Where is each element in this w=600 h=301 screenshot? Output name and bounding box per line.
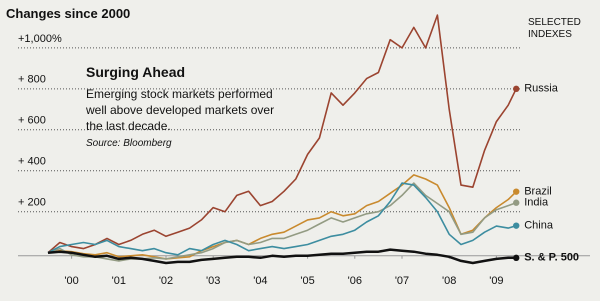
legend-title: SELECTED INDEXES xyxy=(528,17,581,40)
series-line xyxy=(47,248,517,265)
series-line xyxy=(47,14,517,254)
series-line xyxy=(47,174,517,260)
y-tick-label: + 600 xyxy=(18,115,46,127)
series-label: China xyxy=(524,220,554,232)
x-tick-label: '02 xyxy=(159,275,173,287)
source: Source: Bloomberg xyxy=(86,138,172,149)
end-dot xyxy=(513,85,520,93)
chart-title: Changes since 2000 xyxy=(6,6,131,21)
series-line xyxy=(47,182,517,262)
series-line xyxy=(47,182,517,256)
series-label: India xyxy=(524,197,549,209)
x-tick-label: '05 xyxy=(300,275,314,287)
series-label: Russia xyxy=(524,83,559,95)
y-tick-label: + 400 xyxy=(18,156,46,168)
x-tick-label: '04 xyxy=(253,275,267,287)
y-tick-label: +1,000% xyxy=(18,33,62,45)
end-dot xyxy=(513,188,520,195)
x-tick-label: '03 xyxy=(206,275,220,287)
x-tick-label: '06 xyxy=(348,275,362,287)
x-tick-label: '01 xyxy=(112,275,126,287)
x-tick-label: '08 xyxy=(442,275,456,287)
annotation-text: Emerging stock markets performed well ab… xyxy=(86,87,275,133)
end-dot xyxy=(513,254,520,262)
x-tick-label: '00 xyxy=(64,275,78,287)
y-tick-label: + 800 xyxy=(18,74,46,86)
x-tick-label: '09 xyxy=(489,275,503,287)
end-dot xyxy=(513,222,520,229)
y-tick-label: + 200 xyxy=(18,197,46,209)
annotation-title: Surging Ahead xyxy=(86,64,186,80)
series-label: Brazil xyxy=(524,186,552,198)
series-label: S. & P. 500 xyxy=(524,252,579,264)
end-dot xyxy=(513,199,520,206)
x-tick-label: '07 xyxy=(395,275,409,287)
